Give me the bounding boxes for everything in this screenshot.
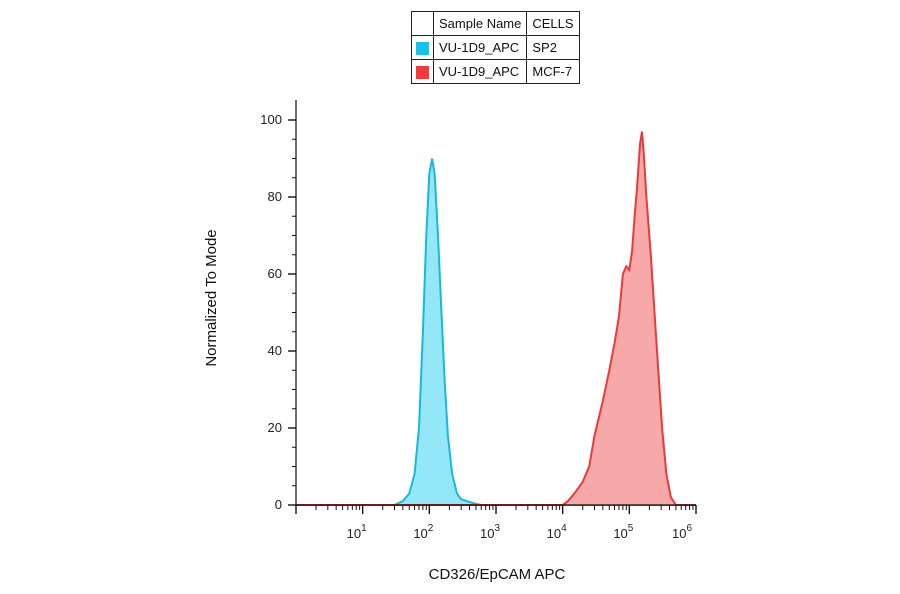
x-tick-label: 103: [480, 523, 500, 541]
x-tick-label: 101: [347, 523, 367, 541]
x-tick-label: 104: [547, 523, 567, 541]
legend-sample-name: VU-1D9_APC: [432, 35, 528, 60]
y-tick-label: 20: [268, 420, 282, 435]
legend-header-cells: CELLS: [526, 11, 580, 36]
x-axis-ticks: 101 102 103 104 105 106: [295, 505, 697, 541]
y-tick-label: 80: [268, 189, 282, 204]
x-tick-label: 102: [413, 523, 433, 541]
x-tick-label: 106: [672, 523, 692, 541]
legend-swatch-sp2: [416, 42, 429, 56]
legend-row: VU-1D9_APC MCF-7: [411, 59, 580, 84]
y-tick-label: 0: [275, 497, 282, 512]
legend-row: VU-1D9_APC SP2: [411, 35, 580, 60]
y-tick-label: 40: [268, 343, 282, 358]
legend-header-row: Sample Name CELLS: [411, 11, 580, 36]
legend-swatch-mcf7: [416, 66, 429, 80]
series-area-mcf7: [296, 131, 696, 505]
legend-cells: MCF-7: [526, 59, 580, 84]
series-line-sp2: [296, 158, 696, 506]
y-tick-label: 100: [260, 112, 282, 127]
legend-sample-name: VU-1D9_APC: [432, 59, 528, 84]
series-line-mcf7: [296, 131, 696, 506]
x-tick-label: 105: [613, 523, 633, 541]
x-axis-title: CD326/EpCAM APC: [429, 566, 566, 583]
y-axis-title: Normalized To Mode: [203, 229, 220, 366]
legend-header-sample-name: Sample Name: [432, 11, 528, 36]
legend-table: Sample Name CELLS VU-1D9_APC SP2 VU-1D9_…: [411, 11, 580, 84]
y-tick-label: 60: [268, 266, 282, 281]
series-layer: [296, 131, 696, 506]
y-axis-ticks: 0 20 40 60 80 100: [260, 112, 296, 512]
